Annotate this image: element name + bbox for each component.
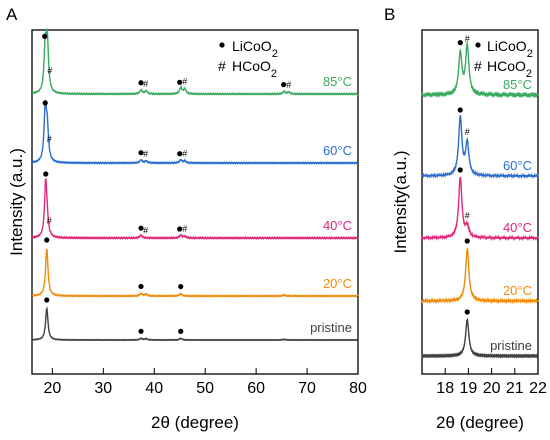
panel-a-x-axis-label: 2θ (degree)	[151, 413, 239, 432]
licoo2-peak-marker	[138, 80, 144, 86]
hcoo2-peak-marker: #	[143, 79, 148, 89]
hcoo2-peak-marker: #	[143, 226, 148, 236]
panel-b-legend-licoo2: LiCoO2	[487, 38, 533, 60]
series-line-40°C	[31, 178, 359, 241]
legend-dot-icon	[475, 42, 481, 48]
hcoo2-peak-marker: #	[143, 149, 148, 159]
x-tick-label: 20	[43, 380, 61, 397]
series-line-40°C	[421, 177, 539, 242]
panel-a: A 20 30 40 50 60 70 80 # # # # # # # # # # pristine 20°C…	[6, 5, 367, 432]
series-label-85°C: 85°C	[323, 74, 352, 89]
panel-a-frame	[31, 29, 359, 375]
panel-b-curve-labels: pristine 20°C 40°C 60°C 85°C	[490, 77, 532, 353]
hcoo2-peak-marker: #	[465, 211, 470, 221]
series-label-pristine: pristine	[310, 320, 352, 335]
panel-b-legend-hash-marker: #	[474, 58, 482, 74]
hcoo2-peak-marker: #	[465, 34, 470, 44]
panel-a-legend-hcoo2: HCoO2	[232, 58, 277, 80]
series-line-85°C	[31, 28, 359, 96]
hcoo2-peak-marker: #	[47, 65, 52, 75]
panel-b: B 18 19 20 21 22 # # # pristine 20°C 40°C 60°C 85°…	[384, 5, 547, 432]
licoo2-peak-marker	[457, 40, 463, 46]
series-line-pristine	[421, 317, 539, 359]
licoo2-peak-marker	[281, 82, 287, 88]
panel-a-label: A	[6, 5, 18, 24]
panel-a-curves	[31, 28, 359, 342]
hcoo2-peak-marker: #	[182, 224, 187, 234]
licoo2-peak-marker	[457, 107, 463, 113]
panel-a-x-ticks: 20 30 40 50 60 70 80	[43, 368, 367, 397]
licoo2-peak-marker	[177, 79, 183, 85]
series-line-20°C	[421, 247, 539, 305]
panel-b-label: B	[384, 5, 395, 24]
licoo2-peak-marker	[44, 297, 50, 303]
series-line-60°C	[421, 115, 539, 180]
panel-b-legend: LiCoO2 # HCoO2	[474, 38, 533, 80]
x-tick-label: 60	[247, 380, 265, 397]
hcoo2-peak-marker: #	[286, 80, 291, 90]
licoo2-peak-marker	[43, 171, 49, 177]
licoo2-peak-marker	[42, 100, 48, 106]
x-tick-label: 19	[460, 380, 478, 397]
series-line-20°C	[31, 248, 359, 298]
series-label-40°C: 40°C	[503, 220, 532, 235]
licoo2-peak-marker	[138, 328, 144, 334]
x-tick-label: 18	[436, 380, 454, 397]
x-tick-label: 30	[94, 380, 112, 397]
panel-a-legend: LiCoO2 # HCoO2	[218, 38, 278, 80]
hcoo2-peak-marker: #	[47, 134, 52, 144]
series-line-60°C	[31, 99, 359, 165]
panel-b-x-ticks: 18 19 20 21 22	[436, 368, 547, 397]
licoo2-peak-marker	[42, 33, 48, 39]
licoo2-peak-marker	[178, 283, 184, 290]
panel-a-legend-licoo2: LiCoO2	[232, 38, 278, 60]
series-label-20°C: 20°C	[323, 276, 352, 291]
panel-a-legend-hash-marker: #	[218, 58, 226, 74]
x-tick-label: 22	[529, 380, 547, 397]
series-label-60°C: 60°C	[323, 143, 352, 158]
hcoo2-peak-marker: #	[182, 149, 187, 159]
hcoo2-peak-marker: #	[182, 76, 187, 86]
x-tick-label: 70	[298, 380, 316, 397]
licoo2-peak-marker	[464, 309, 470, 315]
panel-b-legend-hcoo2: HCoO2	[487, 58, 532, 80]
x-tick-label: 40	[145, 380, 163, 397]
licoo2-peak-marker	[177, 151, 183, 157]
x-tick-label: 50	[196, 380, 214, 397]
x-tick-label: 80	[349, 380, 367, 397]
x-tick-label: 20	[483, 380, 501, 397]
series-label-20°C: 20°C	[503, 283, 532, 298]
panel-b-frame	[421, 29, 539, 375]
legend-dot-icon	[219, 42, 225, 48]
licoo2-peak-marker	[138, 150, 144, 156]
licoo2-peak-marker	[138, 283, 144, 290]
licoo2-peak-marker	[464, 238, 470, 244]
licoo2-peak-marker	[44, 237, 50, 243]
panel-b-markers: # # #	[457, 34, 470, 315]
licoo2-peak-marker	[178, 328, 184, 334]
series-label-pristine: pristine	[490, 338, 532, 353]
series-label-85°C: 85°C	[503, 77, 532, 92]
panel-b-x-axis-label: 2θ (degree)	[436, 413, 524, 432]
series-label-60°C: 60°C	[503, 158, 532, 173]
series-line-pristine	[31, 306, 359, 342]
licoo2-peak-marker	[457, 167, 463, 173]
panel-a-markers: # # # # # # # # # #	[42, 33, 291, 334]
series-line-85°C	[421, 40, 539, 99]
series-label-40°C: 40°C	[323, 218, 352, 233]
panel-b-curves	[421, 40, 539, 359]
licoo2-peak-marker	[138, 225, 144, 231]
licoo2-peak-marker	[177, 226, 183, 232]
x-tick-label: 21	[506, 380, 524, 397]
panel-a-curve-labels: pristine 20°C 40°C 60°C 85°C	[310, 74, 352, 335]
panel-b-y-axis-label: Intensity(a.u.)	[391, 151, 410, 254]
hcoo2-peak-marker: #	[465, 127, 470, 137]
hcoo2-peak-marker: #	[47, 216, 52, 226]
panel-a-y-axis-label: Intensity (a.u.)	[7, 148, 26, 256]
